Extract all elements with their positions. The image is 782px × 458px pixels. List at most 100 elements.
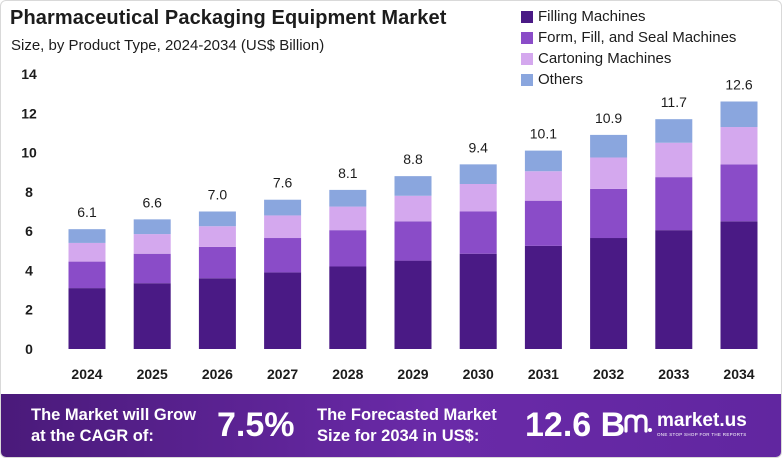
bar-segment-ffs: [264, 238, 302, 273]
bar-segment-others: [720, 101, 758, 128]
bar-segment-cartoning: [133, 234, 171, 254]
chart-subtitle: Size, by Product Type, 2024-2034 (US$ Bi…: [11, 37, 325, 54]
bar-segment-others: [329, 189, 367, 207]
bar-segment-cartoning: [264, 215, 302, 239]
legend-label-filling: Filling Machines: [538, 8, 646, 25]
chart-title: Pharmaceutical Packaging Equipment Marke…: [10, 7, 447, 29]
bar-total-label: 10.9: [595, 110, 622, 126]
brand-name: market.us: [657, 410, 747, 431]
y-tick-label: 10: [21, 145, 37, 161]
bar-total-label: 10.1: [530, 126, 557, 142]
y-tick-label: 12: [21, 105, 37, 121]
bar-segment-ffs: [524, 200, 562, 246]
x-tick-label: 2027: [267, 366, 298, 382]
y-tick-label: 8: [25, 184, 33, 200]
x-tick-label: 2024: [71, 366, 102, 382]
bar-segment-others: [264, 199, 302, 216]
legend-label-cartoning: Cartoning Machines: [538, 50, 672, 67]
forecast-value: 12.6 B: [525, 406, 626, 444]
bar-segment-cartoning: [329, 206, 367, 231]
x-tick-label: 2028: [332, 366, 363, 382]
bar-segment-filling: [655, 230, 693, 349]
bar-segment-filling: [198, 278, 236, 349]
x-tick-label: 2034: [723, 366, 754, 382]
cagr-value: 7.5%: [217, 406, 295, 444]
bar-segment-ffs: [394, 221, 432, 261]
bar-segment-ffs: [459, 211, 497, 254]
bar-segment-cartoning: [590, 157, 628, 189]
bar-segment-others: [459, 164, 497, 184]
bar-segment-cartoning: [394, 195, 432, 222]
bar-segment-cartoning: [524, 171, 562, 201]
bar-segment-filling: [264, 272, 302, 349]
legend-item-cartoning: Cartoning Machines: [521, 48, 736, 69]
legend: Filling Machines Form, Fill, and Seal Ma…: [521, 6, 736, 90]
bar-segment-filling: [329, 266, 367, 349]
y-tick-label: 0: [25, 341, 33, 357]
bar-segment-filling: [524, 245, 562, 349]
legend-swatch-others: [521, 73, 533, 86]
x-tick-label: 2025: [137, 366, 168, 382]
bar-total-label: 7.6: [273, 175, 293, 191]
brand-tagline: ONE STOP SHOP FOR THE REPORTS: [657, 432, 747, 437]
bar-total-label: 6.6: [142, 194, 162, 210]
bar-segment-cartoning: [198, 226, 236, 247]
bar-total-label: 6.1: [77, 204, 97, 220]
bar-segment-filling: [394, 260, 432, 349]
x-tick-label: 2032: [593, 366, 624, 382]
bar-segment-filling: [133, 283, 171, 349]
bar-segment-ffs: [198, 246, 236, 279]
bar-segment-cartoning: [68, 242, 106, 262]
bar-total-label: 12.6: [725, 77, 752, 93]
cagr-label: The Market will Grow at the CAGR of:: [31, 406, 197, 445]
market-us-logo-icon: [624, 413, 652, 433]
x-tick-label: 2033: [658, 366, 689, 382]
bar-segment-cartoning: [655, 142, 693, 178]
x-tick-label: 2031: [528, 366, 559, 382]
forecast-label: The Forecasted Market Size for 2034 in U…: [317, 406, 497, 445]
bar-segment-filling: [590, 238, 628, 349]
brand-logo: market.us ONE STOP SHOP FOR THE REPORTS: [623, 410, 747, 437]
y-tick-label: 2: [25, 302, 33, 318]
bar-total-label: 7.0: [208, 187, 228, 203]
bar-segment-filling: [68, 288, 106, 349]
bar-segment-ffs: [329, 230, 367, 267]
bar-segment-others: [524, 150, 562, 172]
bar-total-label: 8.1: [338, 165, 358, 181]
legend-item-others: Others: [521, 69, 736, 90]
y-tick-label: 14: [21, 66, 37, 82]
bar-segment-others: [655, 119, 693, 143]
bar-segment-others: [590, 134, 628, 158]
bar-segment-filling: [459, 253, 497, 349]
bar-segment-filling: [720, 221, 758, 349]
bar-segment-ffs: [720, 164, 758, 222]
x-tick-label: 2029: [397, 366, 428, 382]
y-tick-label: 4: [25, 262, 33, 278]
legend-swatch-filling: [521, 10, 533, 23]
stacked-bar-chart: 0 2 4 6 8 10 12 14 6.1 2024 6.6 2025 7.0 2026 7.6 2027 8…: [21, 66, 758, 382]
bar-segment-ffs: [590, 188, 628, 239]
bar-total-label: 8.8: [403, 151, 423, 167]
legend-label-others: Others: [538, 71, 584, 88]
bar-segment-others: [394, 176, 432, 196]
legend-item-ffs: Form, Fill, and Seal Machines: [521, 27, 736, 48]
bar-segment-ffs: [655, 177, 693, 231]
bar-segment-cartoning: [459, 184, 497, 212]
x-tick-label: 2026: [202, 366, 233, 382]
bar-segment-others: [198, 211, 236, 227]
legend-item-filling: Filling Machines: [521, 6, 736, 27]
bar-total-label: 11.7: [661, 94, 687, 110]
bar-segment-ffs: [133, 253, 171, 284]
bar-segment-others: [133, 219, 171, 235]
bar-total-label: 9.4: [468, 139, 488, 155]
x-tick-label: 2030: [463, 366, 494, 382]
bar-segment-ffs: [68, 261, 106, 289]
legend-label-ffs: Form, Fill, and Seal Machines: [538, 29, 737, 46]
y-tick-label: 6: [25, 223, 33, 239]
bar-segment-cartoning: [720, 127, 758, 165]
legend-swatch-cartoning: [521, 52, 533, 65]
bar-segment-others: [68, 229, 106, 243]
footer-banner: The Market will Grow at the CAGR of: 7.5…: [1, 394, 781, 457]
legend-swatch-ffs: [521, 31, 533, 44]
